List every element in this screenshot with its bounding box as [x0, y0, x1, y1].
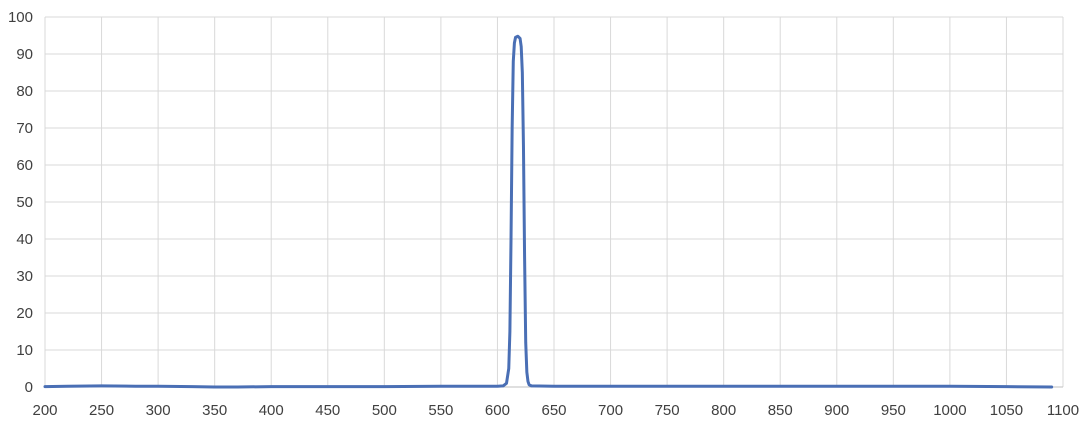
- x-tick-label: 450: [315, 402, 340, 419]
- y-tick-label: 20: [16, 305, 33, 322]
- x-tick-label: 800: [711, 402, 736, 419]
- x-tick-label: 1050: [990, 402, 1023, 419]
- y-tick-label: 30: [16, 268, 33, 285]
- x-tick-label: 950: [881, 402, 906, 419]
- y-tick-label: 60: [16, 157, 33, 174]
- x-tick-label: 400: [259, 402, 284, 419]
- y-tick-label: 90: [16, 46, 33, 63]
- x-tick-label: 300: [146, 402, 171, 419]
- series-line: [43, 34, 1054, 389]
- x-tick-label: 650: [541, 402, 566, 419]
- y-tick-label: 70: [16, 120, 33, 137]
- tick-labels: 200 250 300 350 400 450 500 550 600 650 700 750 800 8…: [8, 9, 1079, 419]
- x-tick-label: 900: [824, 402, 849, 419]
- x-tick-label: 550: [428, 402, 453, 419]
- y-tick-label: 40: [16, 231, 33, 248]
- y-tick-label: 100: [8, 9, 33, 26]
- x-tick-label: 200: [32, 402, 57, 419]
- x-tick-label: 350: [202, 402, 227, 419]
- x-tick-label: 250: [89, 402, 114, 419]
- series-layer: [43, 34, 1054, 389]
- y-tick-label: 0: [25, 379, 33, 396]
- x-tick-label: 750: [655, 402, 680, 419]
- y-tick-label: 80: [16, 83, 33, 100]
- x-tick-label: 700: [598, 402, 623, 419]
- x-tick-label: 500: [372, 402, 397, 419]
- x-tick-label: 600: [485, 402, 510, 419]
- x-tick-label: 1000: [933, 402, 966, 419]
- x-tick-label: 1100: [1047, 402, 1079, 419]
- y-tick-label: 10: [16, 342, 33, 359]
- y-tick-label: 50: [16, 194, 33, 211]
- x-tick-label: 850: [768, 402, 793, 419]
- grid-lines: [44, 16, 1064, 388]
